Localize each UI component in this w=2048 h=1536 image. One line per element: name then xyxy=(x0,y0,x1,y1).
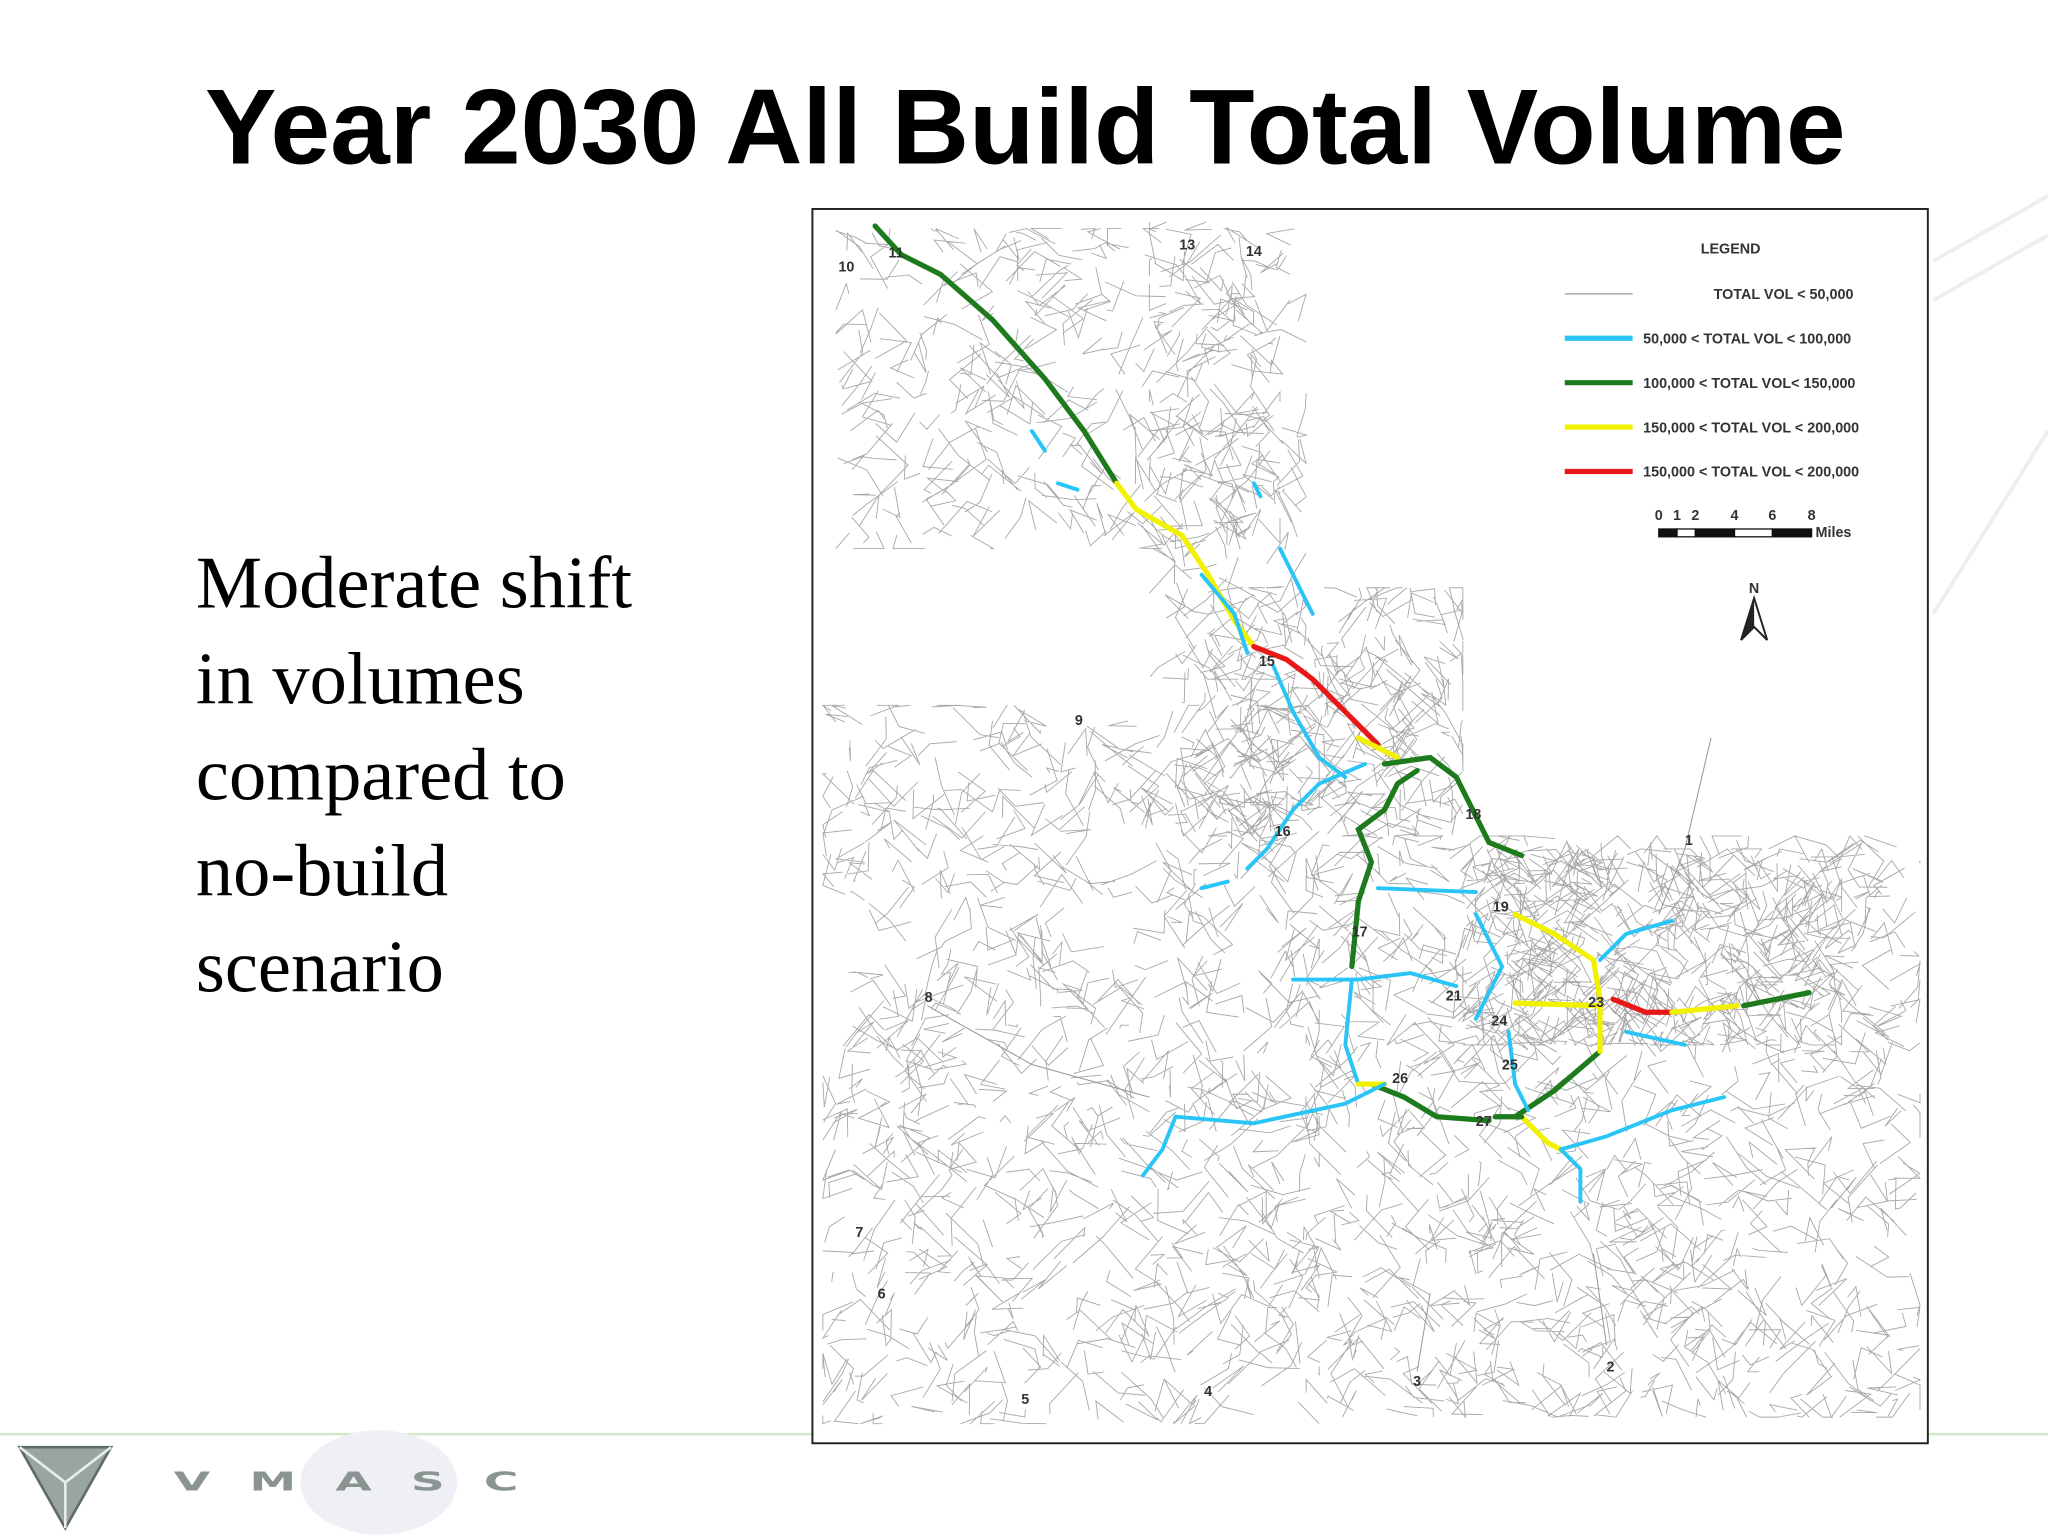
node-label: 19 xyxy=(1493,900,1509,916)
highway xyxy=(1558,1095,1727,1152)
scale-label: 1 xyxy=(1673,508,1681,524)
highway xyxy=(1251,643,1381,748)
highway xyxy=(1512,1000,1603,1009)
highway xyxy=(1598,918,1674,962)
node-label: 24 xyxy=(1491,1013,1507,1029)
highway xyxy=(1375,886,1478,895)
body-line: no-build xyxy=(196,830,448,912)
minor-roads xyxy=(821,221,1922,1425)
scale-label: 8 xyxy=(1808,508,1816,524)
map-frame xyxy=(811,208,1929,1445)
legend-label: 150,000 < TOTAL VOL < 200,000 xyxy=(1643,465,1859,481)
node-label: 2 xyxy=(1606,1359,1614,1375)
node-label: 21 xyxy=(1446,988,1462,1004)
node-label: 9 xyxy=(1075,713,1083,729)
highway xyxy=(1029,429,1047,453)
highway xyxy=(1140,1082,1387,1178)
road-network xyxy=(821,221,1922,1425)
scale-segment xyxy=(1771,528,1813,538)
scale-label: 4 xyxy=(1731,508,1739,524)
scale-segment xyxy=(1733,528,1774,538)
highway xyxy=(1349,768,1420,970)
highway xyxy=(1245,762,1367,871)
node-label: 15 xyxy=(1259,654,1275,670)
node-label: 25 xyxy=(1502,1058,1518,1074)
highway xyxy=(1199,879,1230,891)
node-label: 14 xyxy=(1246,244,1262,260)
node-label: 10 xyxy=(838,260,854,276)
body-line: scenario xyxy=(196,926,444,1008)
scale-label: 2 xyxy=(1691,508,1699,524)
decor xyxy=(1931,194,2048,615)
body-line: Moderate shift xyxy=(196,542,632,624)
node-label: 4 xyxy=(1204,1384,1212,1400)
body-line: in volumes xyxy=(196,638,525,720)
scale-unit: Miles xyxy=(1816,525,1852,541)
north-arrow: N xyxy=(1740,581,1769,641)
long-roads xyxy=(927,737,1712,1372)
highway xyxy=(1343,977,1361,1087)
highway xyxy=(1278,546,1315,616)
highway xyxy=(1199,572,1250,656)
highway xyxy=(1610,996,1675,1015)
highway xyxy=(1271,664,1348,780)
node-label: 5 xyxy=(1021,1392,1029,1408)
highway xyxy=(1741,990,1812,1009)
body-text: Moderate shift in volumes compared to no-bu… xyxy=(196,542,632,1008)
highway xyxy=(1368,1081,1492,1124)
slide-title: Year 2030 All Build Total Volume xyxy=(205,66,1846,186)
highway xyxy=(1381,754,1525,859)
legend-label: 50,000 < TOTAL VOL < 100,000 xyxy=(1643,332,1851,348)
north-label: N xyxy=(1749,581,1759,597)
legend-title: LEGEND xyxy=(1701,241,1761,257)
highway xyxy=(1512,911,1603,1002)
scale-segment xyxy=(1694,528,1736,538)
highway xyxy=(1355,735,1401,761)
node-label: 6 xyxy=(878,1286,886,1302)
body-line: compared to xyxy=(196,734,566,816)
logo: VMASC xyxy=(17,1430,558,1535)
highway xyxy=(1624,1029,1687,1047)
node-label: 27 xyxy=(1476,1114,1492,1130)
highway xyxy=(872,223,1120,486)
highway xyxy=(1669,1003,1740,1015)
scale-label: 0 xyxy=(1655,508,1663,524)
node-label: 23 xyxy=(1588,995,1604,1011)
node-label: 3 xyxy=(1413,1374,1421,1390)
node-label: 1 xyxy=(1685,833,1693,849)
highway xyxy=(1251,481,1263,499)
legend: LEGEND TOTAL VOL < 50,000 50,000 < TOTAL … xyxy=(1564,241,1859,481)
node-label: 17 xyxy=(1352,924,1368,940)
highways xyxy=(872,223,1812,1204)
legend-label: 150,000 < TOTAL VOL < 200,000 xyxy=(1643,420,1859,436)
legend-label: TOTAL VOL < 50,000 xyxy=(1714,287,1854,303)
highway xyxy=(1291,971,1459,989)
node-label: 16 xyxy=(1275,824,1291,840)
scale-segment xyxy=(1676,528,1696,538)
logo-triangle-lines xyxy=(18,1446,112,1529)
legend-label: 100,000 < TOTAL VOL< 150,000 xyxy=(1643,376,1855,392)
highway xyxy=(1473,912,1505,1021)
node-label: 11 xyxy=(888,245,903,261)
highway xyxy=(1506,1029,1531,1113)
node-label: 8 xyxy=(925,990,933,1006)
node-label: 13 xyxy=(1179,237,1195,253)
scale-label: 6 xyxy=(1768,508,1776,524)
node-label: 26 xyxy=(1392,1071,1408,1087)
highway xyxy=(1056,481,1080,492)
logo-glow xyxy=(300,1430,458,1535)
north-icon-fill xyxy=(1741,598,1755,640)
highway xyxy=(1558,1147,1583,1204)
highway xyxy=(1519,1114,1564,1152)
logo-text: VMASC xyxy=(174,1467,558,1497)
node-label: 18 xyxy=(1465,807,1481,823)
scale-segment xyxy=(1658,528,1678,538)
node-label: 7 xyxy=(855,1225,863,1241)
